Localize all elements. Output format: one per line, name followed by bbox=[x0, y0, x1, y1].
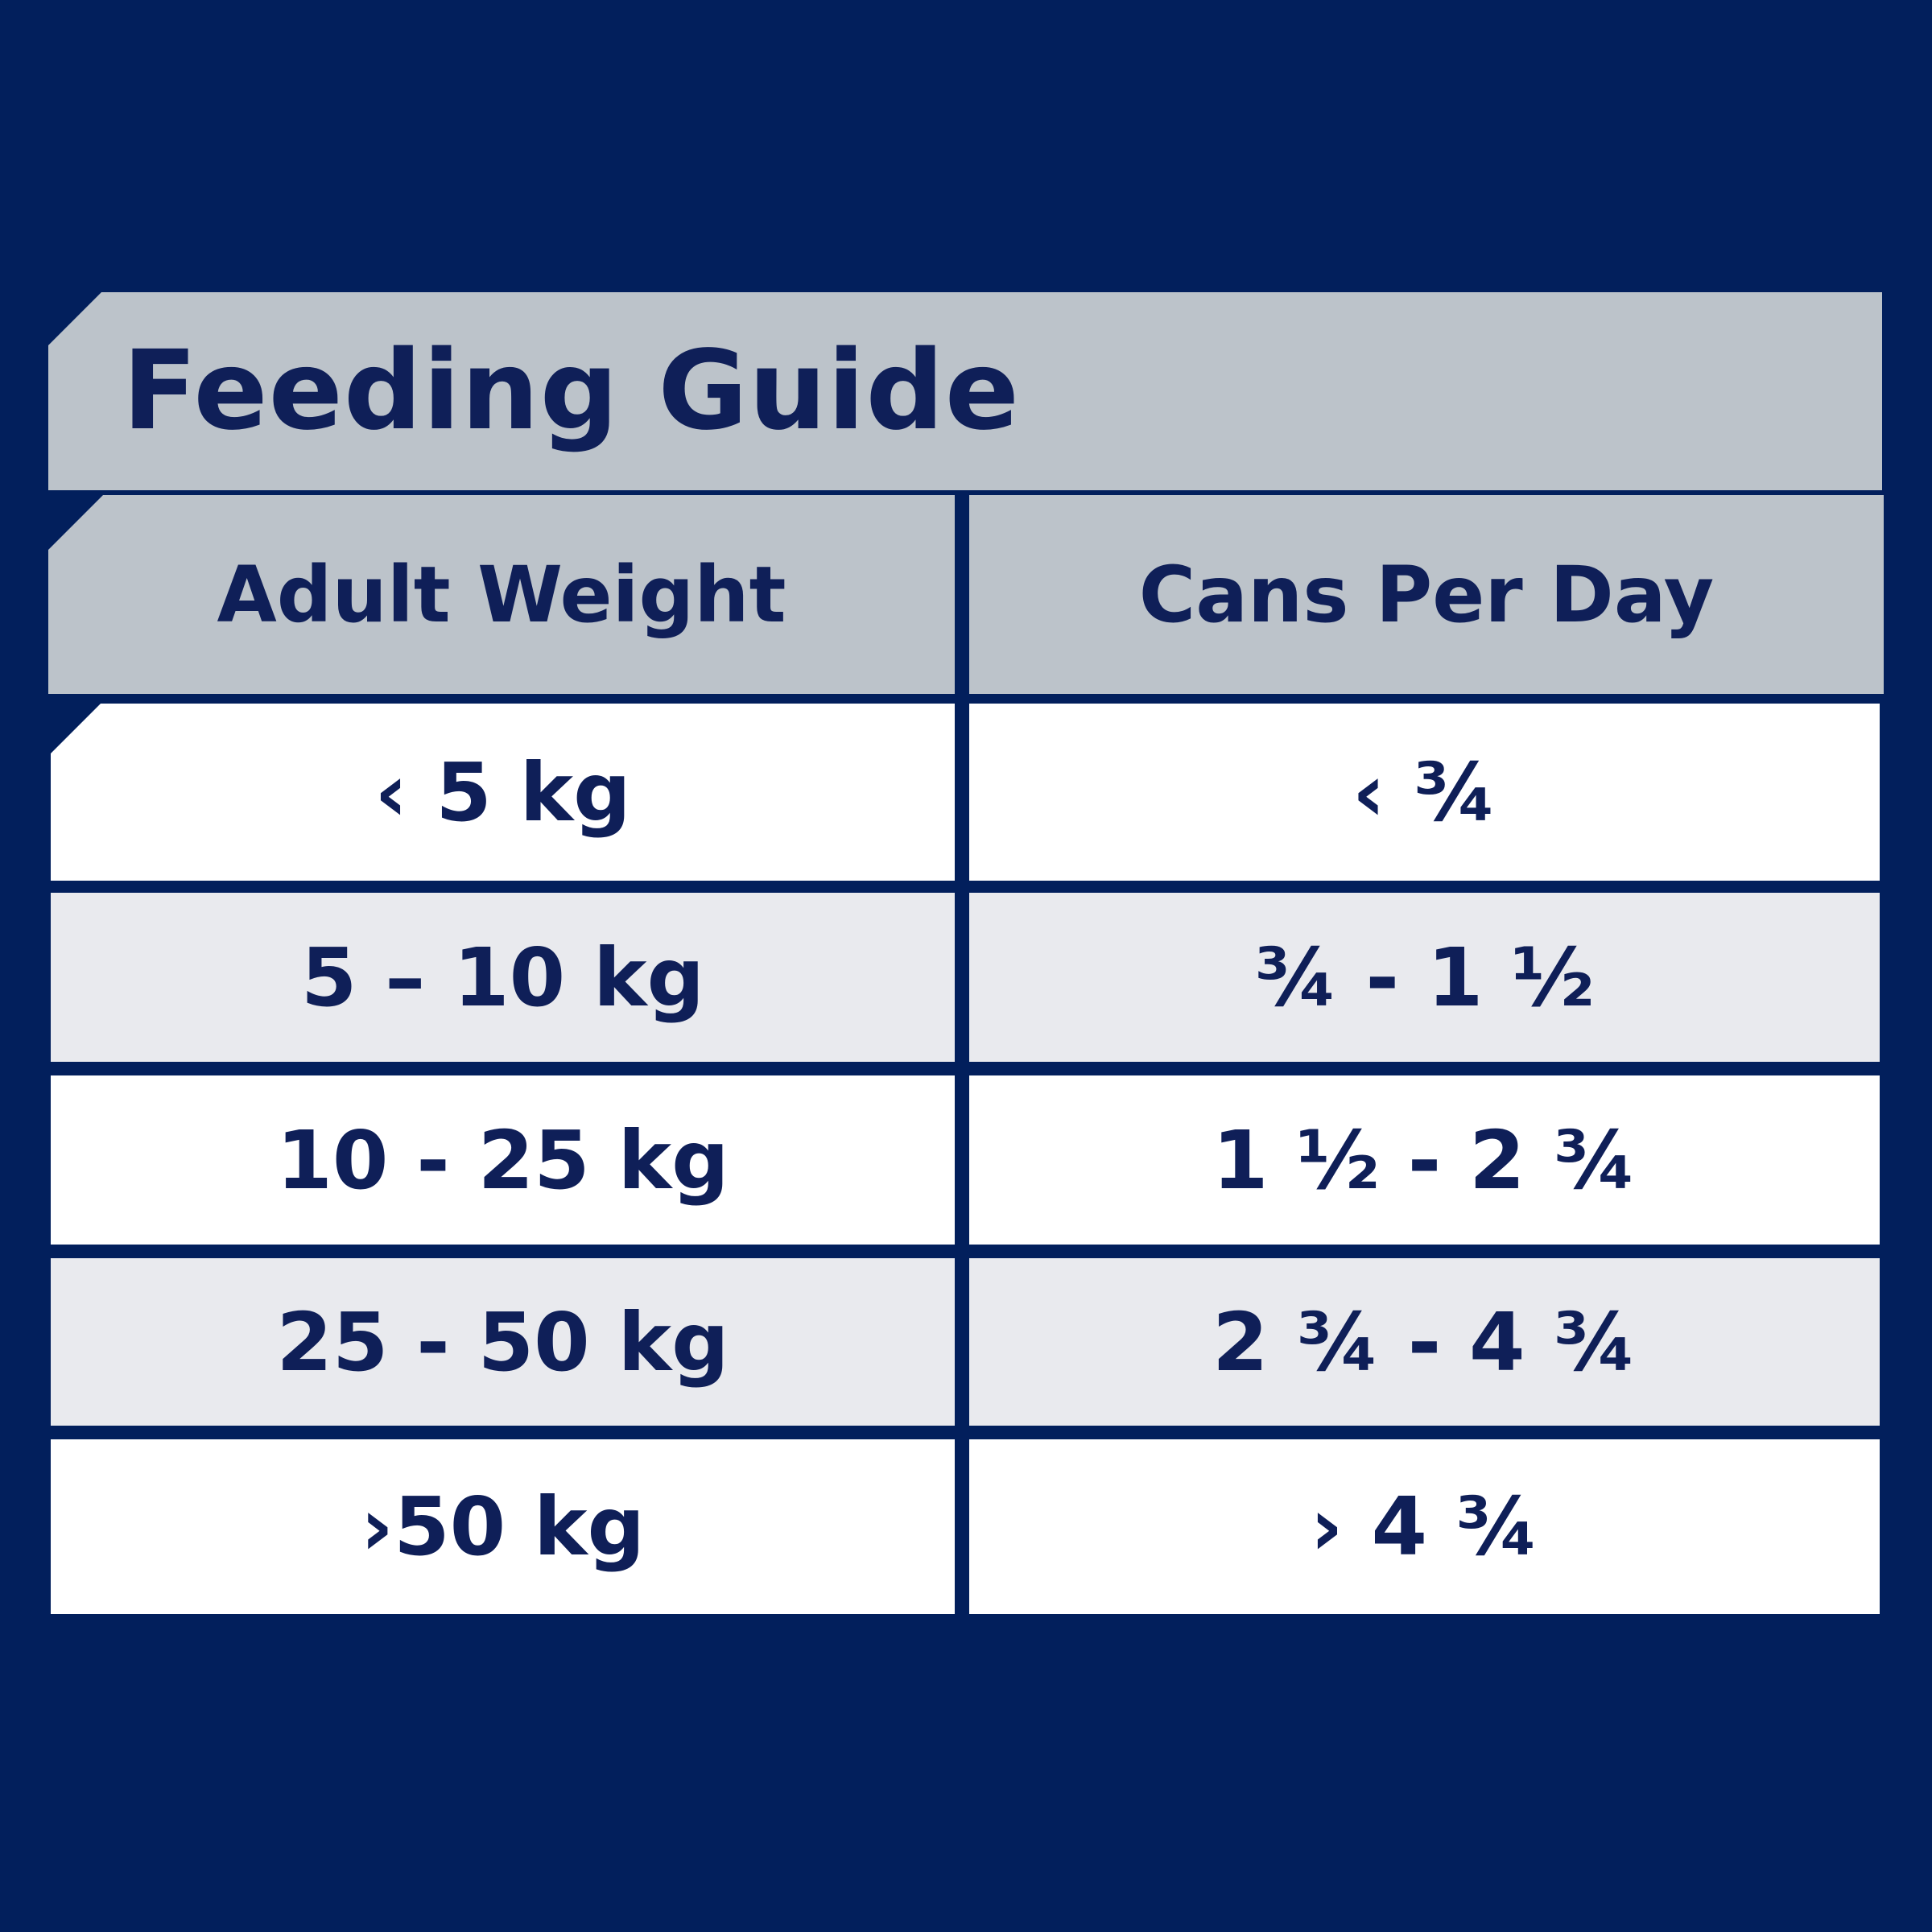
page-title: Feeding Guide bbox=[122, 328, 1021, 455]
weight-value: 5 – 10 kg bbox=[300, 930, 705, 1025]
cans-value: › 4 ¾ bbox=[1310, 1480, 1539, 1574]
table-row-5-weight-cell: ›50 kg bbox=[51, 1439, 955, 1614]
table-row-4-weight-cell: 25 - 50 kg bbox=[51, 1258, 955, 1426]
cans-value: ‹ ¾ bbox=[1352, 745, 1497, 840]
cans-value: 1 ½ - 2 ¾ bbox=[1212, 1113, 1637, 1208]
table-row-4-cans-cell: 2 ¾ - 4 ¾ bbox=[969, 1258, 1880, 1426]
table-row-2-weight-cell: 5 – 10 kg bbox=[51, 893, 955, 1062]
weight-value: ‹ 5 kg bbox=[374, 745, 631, 840]
header-cell-cans-per-day: Cans Per Day bbox=[969, 495, 1884, 694]
title-bar: Feeding Guide bbox=[48, 292, 1882, 490]
column-header-adult-weight: Adult Weight bbox=[217, 549, 786, 640]
table-row-3-weight-cell: 10 - 25 kg bbox=[51, 1075, 955, 1245]
weight-value: 25 - 50 kg bbox=[276, 1294, 729, 1389]
table-row-5-cans-cell: › 4 ¾ bbox=[969, 1439, 1880, 1614]
cans-value: 2 ¾ - 4 ¾ bbox=[1212, 1294, 1637, 1389]
weight-value: ›50 kg bbox=[360, 1480, 646, 1574]
column-header-cans-per-day: Cans Per Day bbox=[1138, 549, 1715, 640]
table-row-1-weight-cell: ‹ 5 kg bbox=[51, 704, 955, 881]
cans-value: ¾ - 1 ½ bbox=[1254, 930, 1595, 1025]
table-row-2-cans-cell: ¾ - 1 ½ bbox=[969, 893, 1880, 1062]
table-row-3-cans-cell: 1 ½ - 2 ¾ bbox=[969, 1075, 1880, 1245]
table-row-1-cans-cell: ‹ ¾ bbox=[969, 704, 1880, 881]
weight-value: 10 - 25 kg bbox=[276, 1113, 729, 1208]
header-cell-adult-weight: Adult Weight bbox=[48, 495, 955, 694]
